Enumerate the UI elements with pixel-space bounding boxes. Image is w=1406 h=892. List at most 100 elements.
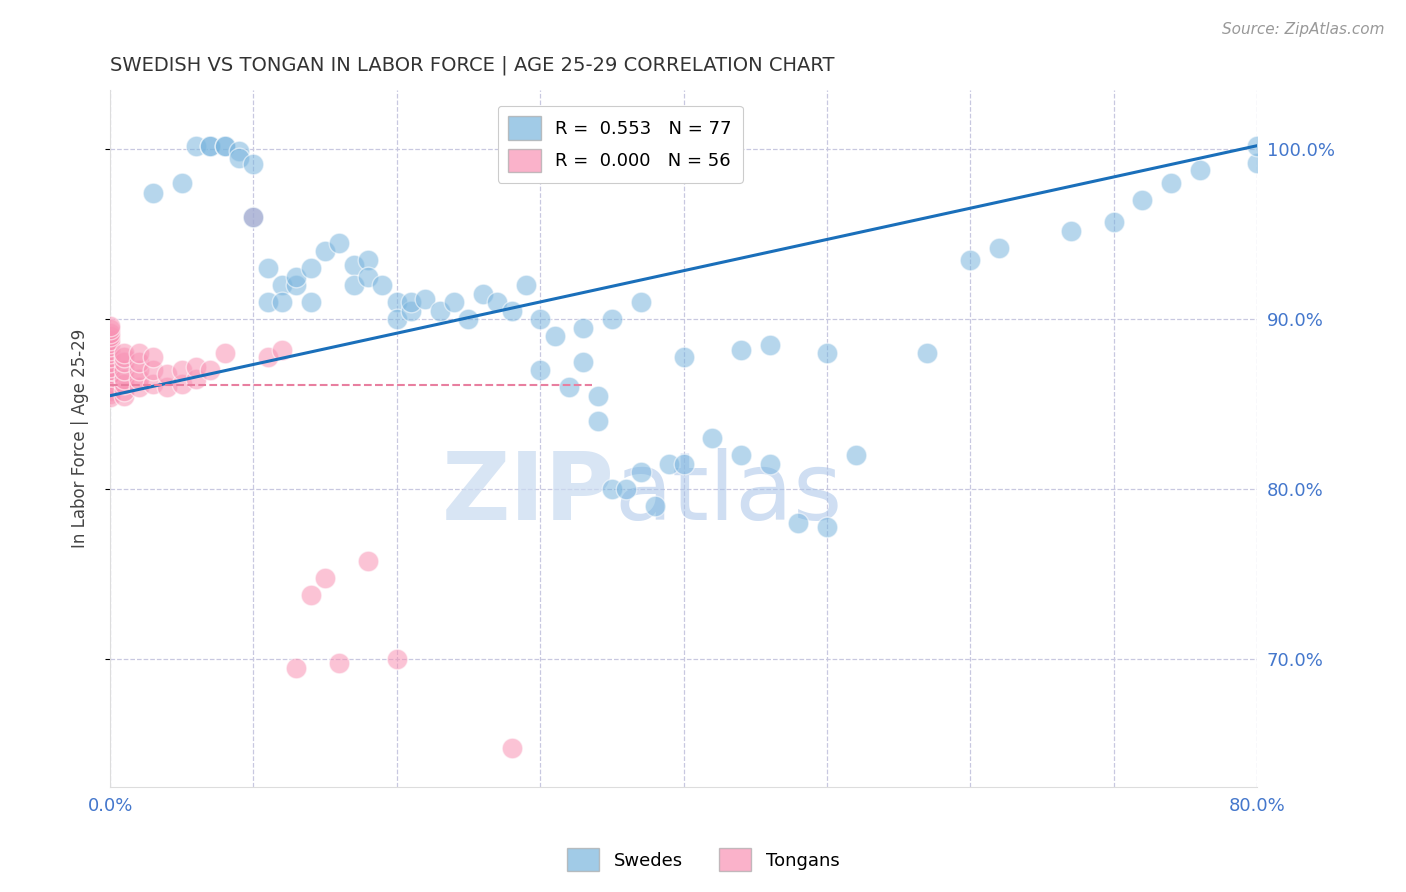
Point xyxy=(558,380,581,394)
Point xyxy=(429,303,451,318)
Point xyxy=(471,286,494,301)
Point xyxy=(242,210,264,224)
Point xyxy=(98,359,121,374)
Point xyxy=(529,312,551,326)
Point xyxy=(815,346,838,360)
Point xyxy=(112,354,135,368)
Point xyxy=(128,354,150,368)
Point xyxy=(988,241,1011,255)
Point xyxy=(128,380,150,394)
Y-axis label: In Labor Force | Age 25-29: In Labor Force | Age 25-29 xyxy=(72,328,89,548)
Point xyxy=(1246,138,1268,153)
Point xyxy=(399,303,422,318)
Point xyxy=(630,295,652,310)
Point xyxy=(1059,224,1081,238)
Point xyxy=(142,363,165,377)
Point xyxy=(572,320,595,334)
Point xyxy=(357,252,380,267)
Point xyxy=(200,363,222,377)
Point xyxy=(98,343,121,357)
Point xyxy=(98,384,121,398)
Point xyxy=(98,354,121,368)
Point xyxy=(515,278,537,293)
Point xyxy=(170,376,193,391)
Legend: Swedes, Tongans: Swedes, Tongans xyxy=(560,841,846,879)
Point xyxy=(672,350,695,364)
Point xyxy=(170,363,193,377)
Point xyxy=(630,465,652,479)
Point xyxy=(242,210,264,224)
Point xyxy=(1361,138,1384,153)
Point xyxy=(98,333,121,347)
Point xyxy=(142,350,165,364)
Point xyxy=(357,554,380,568)
Point xyxy=(314,244,336,259)
Point xyxy=(959,252,981,267)
Point xyxy=(142,376,165,391)
Point xyxy=(815,519,838,533)
Point xyxy=(415,292,437,306)
Point xyxy=(98,373,121,387)
Point xyxy=(758,337,780,351)
Legend: R =  0.553   N = 77, R =  0.000   N = 56: R = 0.553 N = 77, R = 0.000 N = 56 xyxy=(498,105,742,183)
Point xyxy=(98,391,121,405)
Point xyxy=(200,138,222,153)
Point xyxy=(343,278,366,293)
Point xyxy=(299,588,322,602)
Point xyxy=(1246,155,1268,169)
Point xyxy=(112,384,135,398)
Point xyxy=(98,350,121,364)
Point xyxy=(170,176,193,190)
Point xyxy=(98,326,121,340)
Point xyxy=(98,329,121,343)
Point xyxy=(758,457,780,471)
Point xyxy=(1188,162,1211,177)
Point xyxy=(98,339,121,353)
Point xyxy=(200,138,222,153)
Point xyxy=(256,350,278,364)
Point xyxy=(128,372,150,386)
Point xyxy=(128,346,150,360)
Point xyxy=(285,269,308,284)
Point xyxy=(543,329,565,343)
Point xyxy=(184,359,207,374)
Point xyxy=(256,295,278,310)
Point xyxy=(586,389,609,403)
Point xyxy=(214,138,236,153)
Point xyxy=(730,448,752,462)
Point xyxy=(271,343,294,357)
Point xyxy=(371,278,394,293)
Point xyxy=(1102,215,1125,229)
Point xyxy=(142,186,165,201)
Point xyxy=(586,414,609,428)
Point xyxy=(600,482,623,496)
Point xyxy=(256,261,278,276)
Point xyxy=(112,389,135,403)
Point xyxy=(184,372,207,386)
Point xyxy=(98,376,121,391)
Point xyxy=(228,151,250,165)
Point xyxy=(128,363,150,377)
Point xyxy=(299,261,322,276)
Text: ZIP: ZIP xyxy=(441,448,614,540)
Point xyxy=(600,312,623,326)
Point xyxy=(112,372,135,386)
Point xyxy=(644,500,666,514)
Point xyxy=(156,367,179,381)
Point xyxy=(328,235,350,250)
Point xyxy=(98,318,121,333)
Point xyxy=(98,368,121,383)
Point xyxy=(385,652,408,666)
Point xyxy=(486,295,509,310)
Point xyxy=(98,372,121,386)
Point xyxy=(672,457,695,471)
Point xyxy=(112,363,135,377)
Point xyxy=(112,376,135,391)
Point xyxy=(228,144,250,158)
Point xyxy=(572,354,595,368)
Point xyxy=(98,336,121,351)
Point xyxy=(285,661,308,675)
Text: SWEDISH VS TONGAN IN LABOR FORCE | AGE 25-29 CORRELATION CHART: SWEDISH VS TONGAN IN LABOR FORCE | AGE 2… xyxy=(110,55,835,75)
Point xyxy=(730,343,752,357)
Point xyxy=(658,457,681,471)
